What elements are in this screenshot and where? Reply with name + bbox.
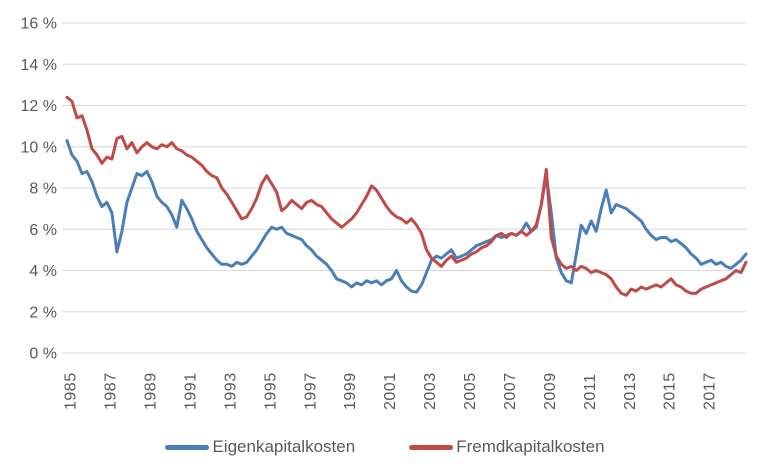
y-tick-label: 6 %	[29, 222, 57, 239]
x-tick-label: 2011	[582, 374, 599, 410]
chart-canvas: 0 % 2 % 4 % 6 % 8 % 10 % 12 % 14 % 16 % 1985 1987…	[21, 16, 748, 410]
x-tick-label: 2005	[462, 372, 479, 410]
x-tick-label: 1991	[182, 372, 199, 410]
series-lines	[65, 95, 748, 297]
x-tick-label: 1999	[342, 372, 359, 410]
x-tick-label: 1997	[302, 372, 319, 410]
legend-entry-eigenkapitalkosten: Eigenkapitalkosten	[165, 437, 355, 457]
y-tick-label: 10 %	[21, 139, 57, 156]
legend-entry-fremdkapitalkosten: Fremdkapitalkosten	[409, 437, 605, 457]
y-tick-label: 0 %	[29, 346, 57, 363]
x-tick-label: 2013	[622, 372, 639, 410]
x-tick-label: 2001	[382, 372, 399, 410]
y-tick-label: 12 %	[21, 98, 57, 115]
series-line-fremdkapitalkosten	[65, 95, 748, 297]
x-tick-label: 2007	[502, 372, 519, 410]
legend-marker-fremdkapitalkosten-icon	[409, 444, 454, 450]
legend-label-eigenkapitalkosten: Eigenkapitalkosten	[212, 437, 356, 456]
x-tick-label: 2009	[542, 372, 559, 410]
y-tick-label: 4 %	[29, 263, 57, 280]
y-axis-labels: 0 % 2 % 4 % 6 % 8 % 10 % 12 % 14 % 16 %	[21, 16, 57, 363]
x-tick-label: 1987	[103, 372, 120, 410]
x-tick-label: 1985	[63, 372, 80, 410]
y-tick-label: 14 %	[21, 57, 57, 74]
x-tick-label: 1995	[262, 372, 279, 410]
gridlines	[62, 22, 746, 354]
x-tick-label: 2015	[662, 372, 679, 410]
x-axis-labels: 1985 1987 1989 1991 1993 1995 1997 1999 2001 2003…	[63, 372, 719, 410]
legend-label-fremdkapitalkosten: Fremdkapitalkosten	[456, 437, 605, 456]
y-tick-label: 8 %	[29, 181, 57, 198]
legend-marker-eigenkapitalkosten-icon	[165, 444, 210, 450]
chart-legend: Eigenkapitalkosten Fremdkapitalkosten	[0, 437, 770, 457]
y-tick-label: 16 %	[21, 16, 57, 33]
x-tick-label: 2017	[702, 372, 719, 410]
x-tick-label: 2003	[422, 372, 439, 410]
x-tick-label: 1989	[142, 372, 159, 410]
x-tick-label: 1993	[222, 372, 239, 410]
y-tick-label: 2 %	[29, 304, 57, 321]
series-line-eigenkapitalkosten	[65, 139, 748, 294]
